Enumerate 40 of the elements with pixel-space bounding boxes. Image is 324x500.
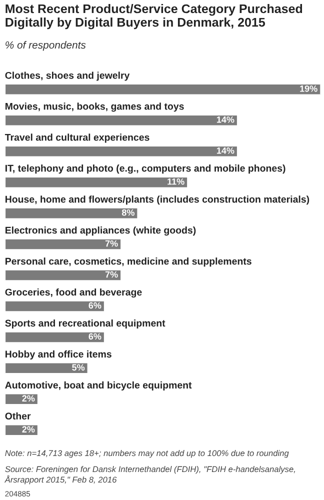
data-label: 7% <box>105 271 118 278</box>
y-tick-label: Travel and cultural experiences <box>4 134 150 143</box>
data-label: 2% <box>22 395 35 402</box>
y-tick-label: Automotive, boat and bicycle equipment <box>5 381 192 390</box>
y-tick-label: Groceries, food and beverage <box>5 288 142 298</box>
bar <box>4 238 122 251</box>
chart-subtitle: % of respondents <box>6 41 86 51</box>
y-tick-label: Sports and recreational equipment <box>5 319 166 329</box>
bar <box>4 268 122 282</box>
bar <box>4 424 39 436</box>
y-tick-label: House, home and flowers/plants (includes construction materials) <box>6 196 310 205</box>
data-label: 14% <box>216 116 234 123</box>
data-label: 14% <box>216 147 234 154</box>
bar <box>4 114 238 127</box>
y-tick-label: Personal care, cosmetics, medicine and supplements <box>6 258 252 267</box>
y-tick-label: IT, telephony and photo (e.g., computers and mobile phones) <box>6 164 286 174</box>
bar <box>4 207 139 220</box>
bar <box>4 392 39 406</box>
data-label: 8% <box>122 209 134 216</box>
bar <box>4 176 188 189</box>
source-note: Source: Foreningen for Dansk Internethandel (FDIH), "FDIH e-handelsanalyse, Årsrapport 2015," Feb 8, 2016 <box>4 466 295 484</box>
bar <box>4 362 89 374</box>
data-label: 19% <box>300 85 318 92</box>
bar <box>4 330 106 344</box>
chart-title: Most Recent Product/Service Category Purchased Digitally by Digital Buyers in Denmark, 2015 <box>6 4 302 30</box>
data-label: 2% <box>22 426 35 433</box>
y-tick-label: Hobby and office items <box>6 350 112 360</box>
data-label: 6% <box>88 333 102 340</box>
bar <box>4 145 238 158</box>
y-tick-label: Other <box>5 412 31 420</box>
y-tick-label: Movies, music, books, games and toys <box>6 102 184 112</box>
data-label: 7% <box>105 240 118 247</box>
y-tick-label: Electronics and appliances (white goods) <box>6 226 196 236</box>
y-tick-label: Clothes, shoes and jewelry <box>5 72 130 81</box>
data-label: 6% <box>88 302 102 309</box>
data-label: 5% <box>72 364 85 371</box>
bar <box>4 300 106 312</box>
data-label: 11% <box>168 178 184 185</box>
bar <box>4 83 321 96</box>
text: Note: n=14,713 ages 18+; numbers may not add up to 100% due to rounding <box>5 450 289 458</box>
